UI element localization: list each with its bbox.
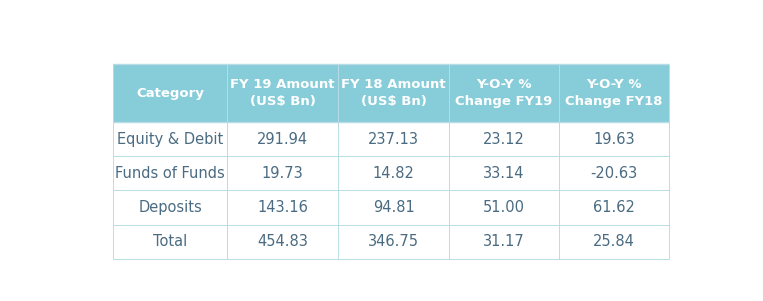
- Text: Y-O-Y %
Change FY19: Y-O-Y % Change FY19: [456, 78, 552, 108]
- Text: 19.63: 19.63: [593, 132, 635, 147]
- Text: FY 19 Amount
(US$ Bn): FY 19 Amount (US$ Bn): [230, 78, 335, 108]
- Text: 51.00: 51.00: [483, 200, 525, 215]
- Text: 33.14: 33.14: [483, 166, 525, 181]
- Text: Total: Total: [153, 234, 187, 249]
- Bar: [559, 64, 669, 122]
- Text: Funds of Funds: Funds of Funds: [115, 166, 225, 181]
- Bar: [559, 122, 669, 157]
- Bar: [449, 191, 559, 225]
- Text: Equity & Debit: Equity & Debit: [117, 132, 223, 147]
- Bar: [227, 122, 338, 157]
- Bar: [559, 225, 669, 259]
- Text: 346.75: 346.75: [368, 234, 419, 249]
- Bar: [227, 157, 338, 191]
- Text: 237.13: 237.13: [368, 132, 419, 147]
- Bar: [338, 64, 449, 122]
- Bar: [338, 191, 449, 225]
- Text: FY 18 Amount
(US$ Bn): FY 18 Amount (US$ Bn): [341, 78, 446, 108]
- Bar: [449, 122, 559, 157]
- Bar: [449, 64, 559, 122]
- Bar: [113, 225, 227, 259]
- Text: 31.17: 31.17: [483, 234, 525, 249]
- Bar: [113, 157, 227, 191]
- Bar: [559, 157, 669, 191]
- Bar: [227, 225, 338, 259]
- Text: 94.81: 94.81: [372, 200, 414, 215]
- Bar: [113, 64, 227, 122]
- Bar: [449, 225, 559, 259]
- Text: 23.12: 23.12: [483, 132, 525, 147]
- Text: 25.84: 25.84: [593, 234, 635, 249]
- Text: 19.73: 19.73: [262, 166, 304, 181]
- Text: -20.63: -20.63: [591, 166, 638, 181]
- Bar: [449, 157, 559, 191]
- Bar: [113, 191, 227, 225]
- Bar: [338, 225, 449, 259]
- Bar: [227, 191, 338, 225]
- Text: Category: Category: [136, 87, 204, 100]
- Text: 14.82: 14.82: [372, 166, 414, 181]
- Bar: [338, 122, 449, 157]
- Bar: [559, 191, 669, 225]
- Bar: [113, 122, 227, 157]
- Bar: [338, 157, 449, 191]
- Bar: [227, 64, 338, 122]
- Text: 454.83: 454.83: [257, 234, 308, 249]
- Text: Y-O-Y %
Change FY18: Y-O-Y % Change FY18: [565, 78, 663, 108]
- Text: Deposits: Deposits: [138, 200, 202, 215]
- Text: 291.94: 291.94: [257, 132, 308, 147]
- Text: 143.16: 143.16: [257, 200, 308, 215]
- Text: 61.62: 61.62: [593, 200, 635, 215]
